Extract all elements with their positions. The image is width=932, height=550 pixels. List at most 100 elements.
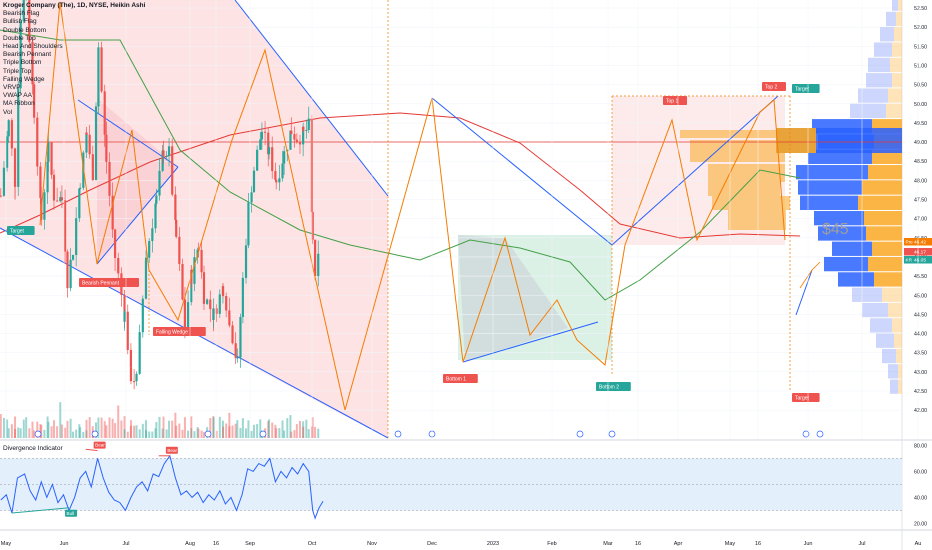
divergence-label-box — [165, 446, 178, 454]
candle-body — [202, 272, 206, 304]
volume-profile-bar-down — [888, 364, 898, 379]
legend-item[interactable]: Vol — [3, 108, 13, 116]
candle-body — [113, 229, 117, 258]
candle-body — [283, 151, 286, 164]
candle-body — [154, 203, 157, 229]
candle-body — [56, 200, 59, 202]
time-tick-label: 16 — [755, 541, 761, 547]
candle-body — [123, 294, 126, 322]
volume-profile-bar-up — [864, 210, 902, 226]
candle-body — [162, 150, 165, 157]
candle-body — [267, 147, 271, 155]
volume-profile-bar-up — [896, 348, 902, 364]
volume-bar — [59, 402, 62, 438]
legend-item[interactable]: Triple Top — [3, 67, 32, 75]
legend-item[interactable]: MA Ribbon — [3, 100, 35, 108]
trend-line — [234, 0, 389, 197]
volume-profile-bar-up — [888, 88, 902, 103]
time-tick-label: Jun — [60, 541, 69, 547]
volume-bar — [123, 416, 126, 438]
candle-body — [60, 197, 64, 201]
oscillator-tick-label: 40.00 — [914, 495, 927, 501]
oscillator-tick-label: 60.00 — [914, 469, 927, 475]
volume-bar — [114, 423, 117, 438]
volume-bar — [317, 428, 320, 438]
bear-divergence-line — [85, 448, 98, 452]
legend-item[interactable]: Bearish Flag — [3, 10, 40, 18]
volume-profile-bar-up — [868, 256, 902, 272]
oscillator-tick-label: 80.00 — [914, 443, 927, 449]
volume-bar — [178, 423, 181, 438]
pattern-label: Bottom 1 — [446, 376, 466, 382]
candle-body — [43, 192, 46, 220]
volume-bar — [168, 420, 171, 438]
price-tick-label: 44.00 — [914, 332, 927, 338]
ma-green-line — [0, 29, 801, 301]
candle-body — [13, 148, 17, 186]
price-tick-label: 42.00 — [914, 408, 927, 414]
volume-bar — [215, 430, 218, 438]
volume-bar — [256, 424, 259, 438]
value-area-bar — [708, 182, 780, 196]
event-marker-icon — [394, 430, 402, 438]
price-tick-label: 52.00 — [914, 25, 927, 31]
event-marker-icon — [34, 430, 42, 438]
candle-body — [302, 126, 305, 131]
candle-body — [33, 84, 36, 118]
legend-item[interactable]: Triple Bottom — [3, 59, 42, 67]
volume-profile-bar-up — [892, 73, 902, 88]
event-marker-icon — [204, 430, 212, 438]
price-tick-label: 47.00 — [914, 217, 927, 223]
volume-bar — [158, 416, 161, 438]
candle-body — [289, 130, 292, 150]
volume-bar — [120, 420, 123, 438]
pattern-label-box — [79, 278, 139, 287]
candle-body — [225, 295, 228, 311]
candle-body — [181, 263, 184, 300]
legend-item[interactable]: Double Top — [3, 34, 36, 42]
candle-body — [47, 142, 50, 162]
legend-item[interactable]: Bearish Pennant — [3, 51, 52, 59]
pattern-label-box — [7, 226, 35, 235]
volume-bar — [85, 419, 88, 438]
volume-profile-bar-up — [892, 318, 902, 333]
candle-body — [46, 161, 49, 193]
pattern-label-box — [792, 393, 820, 402]
price-tick-label: 50.00 — [914, 102, 927, 108]
legend-item[interactable]: Bullish Flag — [3, 18, 37, 26]
volume-profile-bar-up — [898, 364, 902, 379]
candle-body — [94, 106, 98, 180]
legend-item[interactable]: VWAP AA — [3, 92, 32, 100]
price-tick-label: 42.50 — [914, 389, 927, 395]
legend-item[interactable]: Double Bottom — [3, 26, 46, 34]
event-marker-icon — [576, 430, 584, 438]
legend-item[interactable]: VRVP — [3, 84, 21, 92]
time-tick-label: 16 — [213, 541, 219, 547]
volume-bar — [43, 429, 46, 438]
volume-bar — [31, 421, 34, 438]
legend-item[interactable]: Falling Wedge — [3, 75, 45, 83]
candle-body — [212, 308, 215, 320]
volume-bar — [200, 430, 203, 438]
volume-bar — [212, 416, 215, 438]
candle-body — [144, 260, 148, 299]
volume-bar — [129, 420, 132, 438]
volume-profile-bar-down — [800, 195, 858, 210]
volume-bar — [0, 414, 2, 438]
legend: Kroger Company (The), 1D, NYSE, Heikin A… — [3, 2, 145, 117]
volume-bar — [69, 418, 72, 438]
candle-body — [88, 134, 91, 155]
pattern-zigzag-line — [39, 1, 786, 411]
volume-bar — [241, 418, 244, 438]
volume-profile-bar-up — [898, 0, 902, 11]
volume-bar — [117, 405, 120, 438]
poc-bar-up — [776, 128, 816, 153]
pattern-label: Bottom 2 — [599, 384, 619, 390]
volume-bar — [228, 412, 231, 438]
volume-profile-bar-down — [868, 57, 890, 73]
divergence-label-box — [93, 441, 106, 449]
price-tick-label: 48.00 — [914, 178, 927, 184]
ma-red-line — [0, 112, 801, 239]
legend-item[interactable]: Head And Shoulders — [3, 43, 63, 51]
